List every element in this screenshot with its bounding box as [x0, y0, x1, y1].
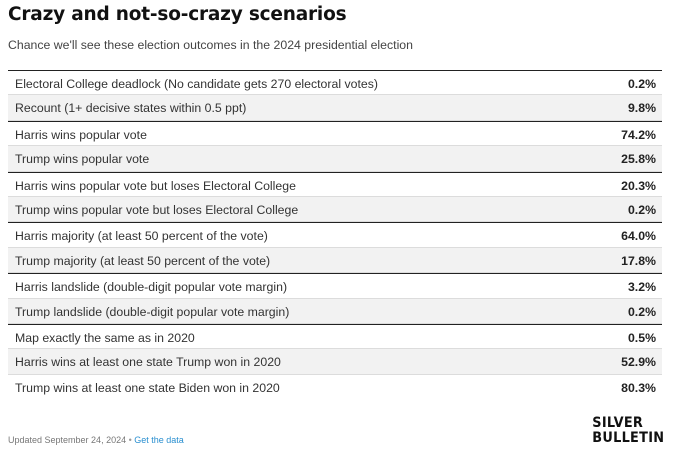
row-value: 17.8% — [621, 253, 656, 268]
row-label: Trump majority (at least 50 percent of t… — [15, 253, 271, 268]
table-row: Trump wins at least one state Biden won … — [8, 375, 662, 400]
table-row: Harris wins at least one state Trump won… — [8, 349, 662, 375]
row-label: Harris majority (at least 50 percent of … — [15, 229, 268, 244]
row-label: Trump wins popular vote — [15, 152, 150, 167]
row-label: Trump wins at least one state Biden won … — [15, 380, 280, 395]
table-row: Electoral College deadlock (No candidate… — [8, 70, 662, 96]
brand-line-1: SILVER — [591, 415, 643, 431]
row-value: 0.5% — [627, 330, 656, 345]
row-value: 0.2% — [627, 202, 656, 217]
footer-separator: • — [128, 435, 132, 445]
table-row: Recount (1+ decisive states within 0.5 p… — [8, 95, 662, 121]
row-label: Electoral College deadlock (No candidate… — [15, 77, 378, 91]
scenarios-table: Electoral College deadlock (No candidate… — [8, 70, 662, 400]
table-row: Trump majority (at least 50 percent of t… — [8, 247, 662, 274]
row-value: 64.0% — [621, 229, 656, 244]
table-row: Harris landslide (double-digit popular v… — [8, 273, 662, 299]
brand-logo: SILVER BULLETIN — [592, 416, 664, 445]
row-value: 52.9% — [621, 355, 656, 370]
row-label: Harris wins popular vote — [15, 127, 147, 142]
row-value: 74.2% — [621, 127, 656, 142]
row-label: Harris wins at least one state Trump won… — [15, 355, 281, 370]
row-value: 0.2% — [627, 77, 656, 91]
page-title: Crazy and not-so-crazy scenarios — [8, 4, 347, 25]
table-row: Harris wins popular vote but loses Elect… — [8, 171, 662, 197]
brand-line-2: BULLETIN — [591, 429, 664, 446]
row-label: Trump landslide (double-digit popular vo… — [15, 304, 290, 319]
row-label: Map exactly the same as in 2020 — [15, 330, 195, 345]
row-label: Trump wins popular vote but loses Electo… — [15, 202, 299, 217]
row-label: Harris landslide (double-digit popular v… — [15, 280, 288, 295]
footer: Updated September 24, 2024 • Get the dat… — [8, 435, 184, 445]
get-data-link[interactable]: Get the data — [134, 435, 184, 445]
row-label: Harris wins popular vote but loses Elect… — [15, 178, 296, 193]
row-value: 9.8% — [627, 101, 656, 116]
row-value: 20.3% — [621, 178, 656, 193]
table-row: Harris wins popular vote 74.2% — [8, 120, 662, 147]
row-value: 80.3% — [621, 380, 656, 395]
table-row: Trump wins popular vote but loses Electo… — [8, 196, 662, 223]
table-row: Trump landslide (double-digit popular vo… — [8, 298, 662, 324]
table-row: Trump wins popular vote 25.8% — [8, 146, 662, 172]
table-row: Harris majority (at least 50 percent of … — [8, 222, 662, 248]
table-row: Map exactly the same as in 2020 0.5% — [8, 323, 662, 350]
row-value: 25.8% — [621, 152, 656, 167]
updated-text: Updated September 24, 2024 — [8, 435, 127, 445]
page-subtitle: Chance we'll see these election outcomes… — [8, 38, 413, 52]
row-value: 3.2% — [627, 280, 656, 295]
row-value: 0.2% — [627, 304, 656, 319]
row-label: Recount (1+ decisive states within 0.5 p… — [15, 101, 247, 116]
